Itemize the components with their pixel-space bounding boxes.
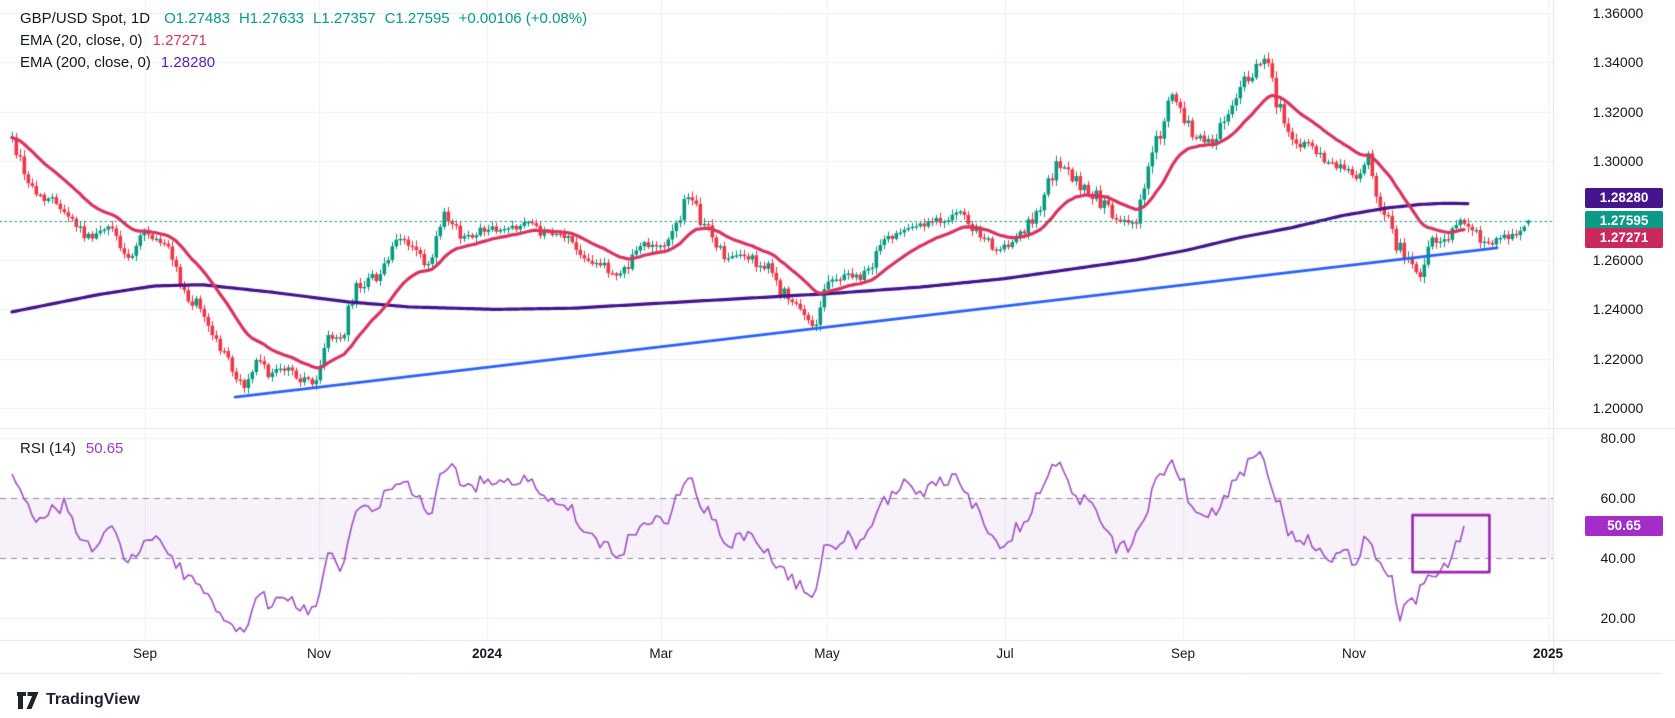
rsi-tick-label: 20.00 [1600,610,1636,626]
price-tick-label: 1.30000 [1592,153,1644,170]
rsi-value: 50.65 [85,440,124,457]
time-tick-label-May: May [814,646,840,661]
time-tick-label-2025: 2025 [1532,646,1564,661]
ema20-label: EMA (20, close, 0) [20,32,143,49]
ohlc-change: +0.00106 (+0.08%) [458,10,588,27]
tradingview-logo-text: TradingView [46,691,140,708]
rsi-tick-label: 40.00 [1600,550,1636,566]
legend-ema200-row[interactable]: EMA (200, close, 0) 1.28280 [20,52,596,74]
ohlc-close: C1.27595 [384,10,450,27]
price-badge-1.27595: 1.27595 [1585,210,1663,231]
time-tick-label-Nov: Nov [1341,646,1367,661]
price-badge-1.27271: 1.27271 [1585,227,1663,248]
ohlc-low: L1.27357 [313,10,376,27]
legend-symbol-row[interactable]: GBP/USD Spot, 1D O1.27483 H1.27633 L1.27357… [20,8,596,30]
ema200-label: EMA (200, close, 0) [20,54,151,71]
tradingview-logo[interactable]: TradingView [17,691,140,709]
price-badge-1.28280: 1.28280 [1585,187,1663,208]
price-tick-label: 1.26000 [1592,252,1644,268]
rsi-tick-label: 80.00 [1600,430,1636,446]
time-tick-label-Mar: Mar [649,646,673,661]
time-tick-label-Sep: Sep [132,646,158,661]
legend-ema20-row[interactable]: EMA (20, close, 0) 1.27271 [20,30,596,52]
ema200-value: 1.28280 [160,54,216,71]
time-tick-label-Jul: Jul [996,646,1014,661]
price-tick-label: 1.22000 [1592,350,1644,367]
legend-rsi-row[interactable]: RSI (14) 50.65 [20,440,123,457]
price-tick-label: 1.20000 [1592,400,1644,417]
rsi-tick-label: 60.00 [1600,490,1636,506]
ohlc-high: H1.27633 [238,10,305,27]
time-tick-label-2024: 2024 [471,646,503,661]
time-tick-label-Sep: Sep [1170,646,1196,661]
ohlc-open: O1.27483 [164,10,230,27]
ema20-value: 1.27271 [152,32,207,49]
price-tick-label: 1.34000 [1592,54,1644,71]
rsi-label: RSI (14) [20,440,76,457]
price-tick-label: 1.32000 [1592,103,1644,120]
rsi-badge: 50.65 [1585,516,1663,537]
tradingview-logo-icon [17,691,39,709]
price-tick-label: 1.24000 [1592,301,1644,318]
symbol-title[interactable]: GBP/USD Spot, 1D [20,10,151,27]
time-tick-label-Nov: Nov [306,646,332,661]
price-tick-label: 1.36000 [1592,5,1644,21]
legend-main: GBP/USD Spot, 1D O1.27483 H1.27633 L1.27357… [20,8,596,74]
